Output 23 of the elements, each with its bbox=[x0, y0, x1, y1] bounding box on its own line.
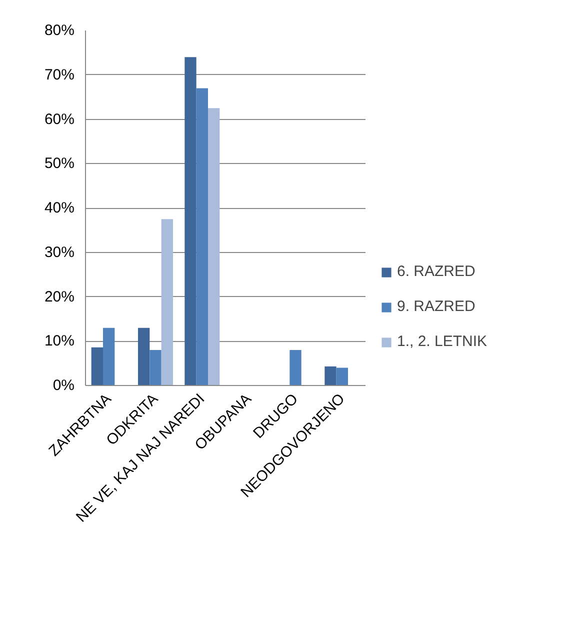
bar bbox=[336, 368, 348, 386]
y-tick-label: 20% bbox=[44, 288, 75, 306]
y-tick-label: 10% bbox=[44, 332, 75, 350]
bar bbox=[150, 350, 162, 386]
bar bbox=[91, 347, 103, 386]
y-tick-label: 80% bbox=[44, 22, 75, 39]
bar bbox=[208, 108, 220, 386]
y-tick-label: 60% bbox=[44, 110, 75, 128]
bar bbox=[103, 328, 115, 386]
bar bbox=[324, 366, 336, 386]
bar bbox=[138, 328, 150, 386]
y-tick-label: 0% bbox=[52, 377, 75, 394]
legend-label: 9. RAZRED bbox=[397, 298, 476, 315]
bar bbox=[161, 219, 173, 386]
bar bbox=[290, 350, 302, 386]
bar bbox=[184, 57, 196, 386]
y-tick-label: 70% bbox=[44, 66, 75, 84]
y-tick-label: 30% bbox=[44, 244, 75, 261]
y-tick-label: 40% bbox=[44, 200, 75, 216]
legend-label: 6. RAZRED bbox=[397, 263, 476, 280]
legend-label: 1., 2. LETNIK bbox=[397, 333, 488, 350]
y-tick-label: 50% bbox=[44, 155, 75, 172]
bar bbox=[196, 88, 208, 386]
